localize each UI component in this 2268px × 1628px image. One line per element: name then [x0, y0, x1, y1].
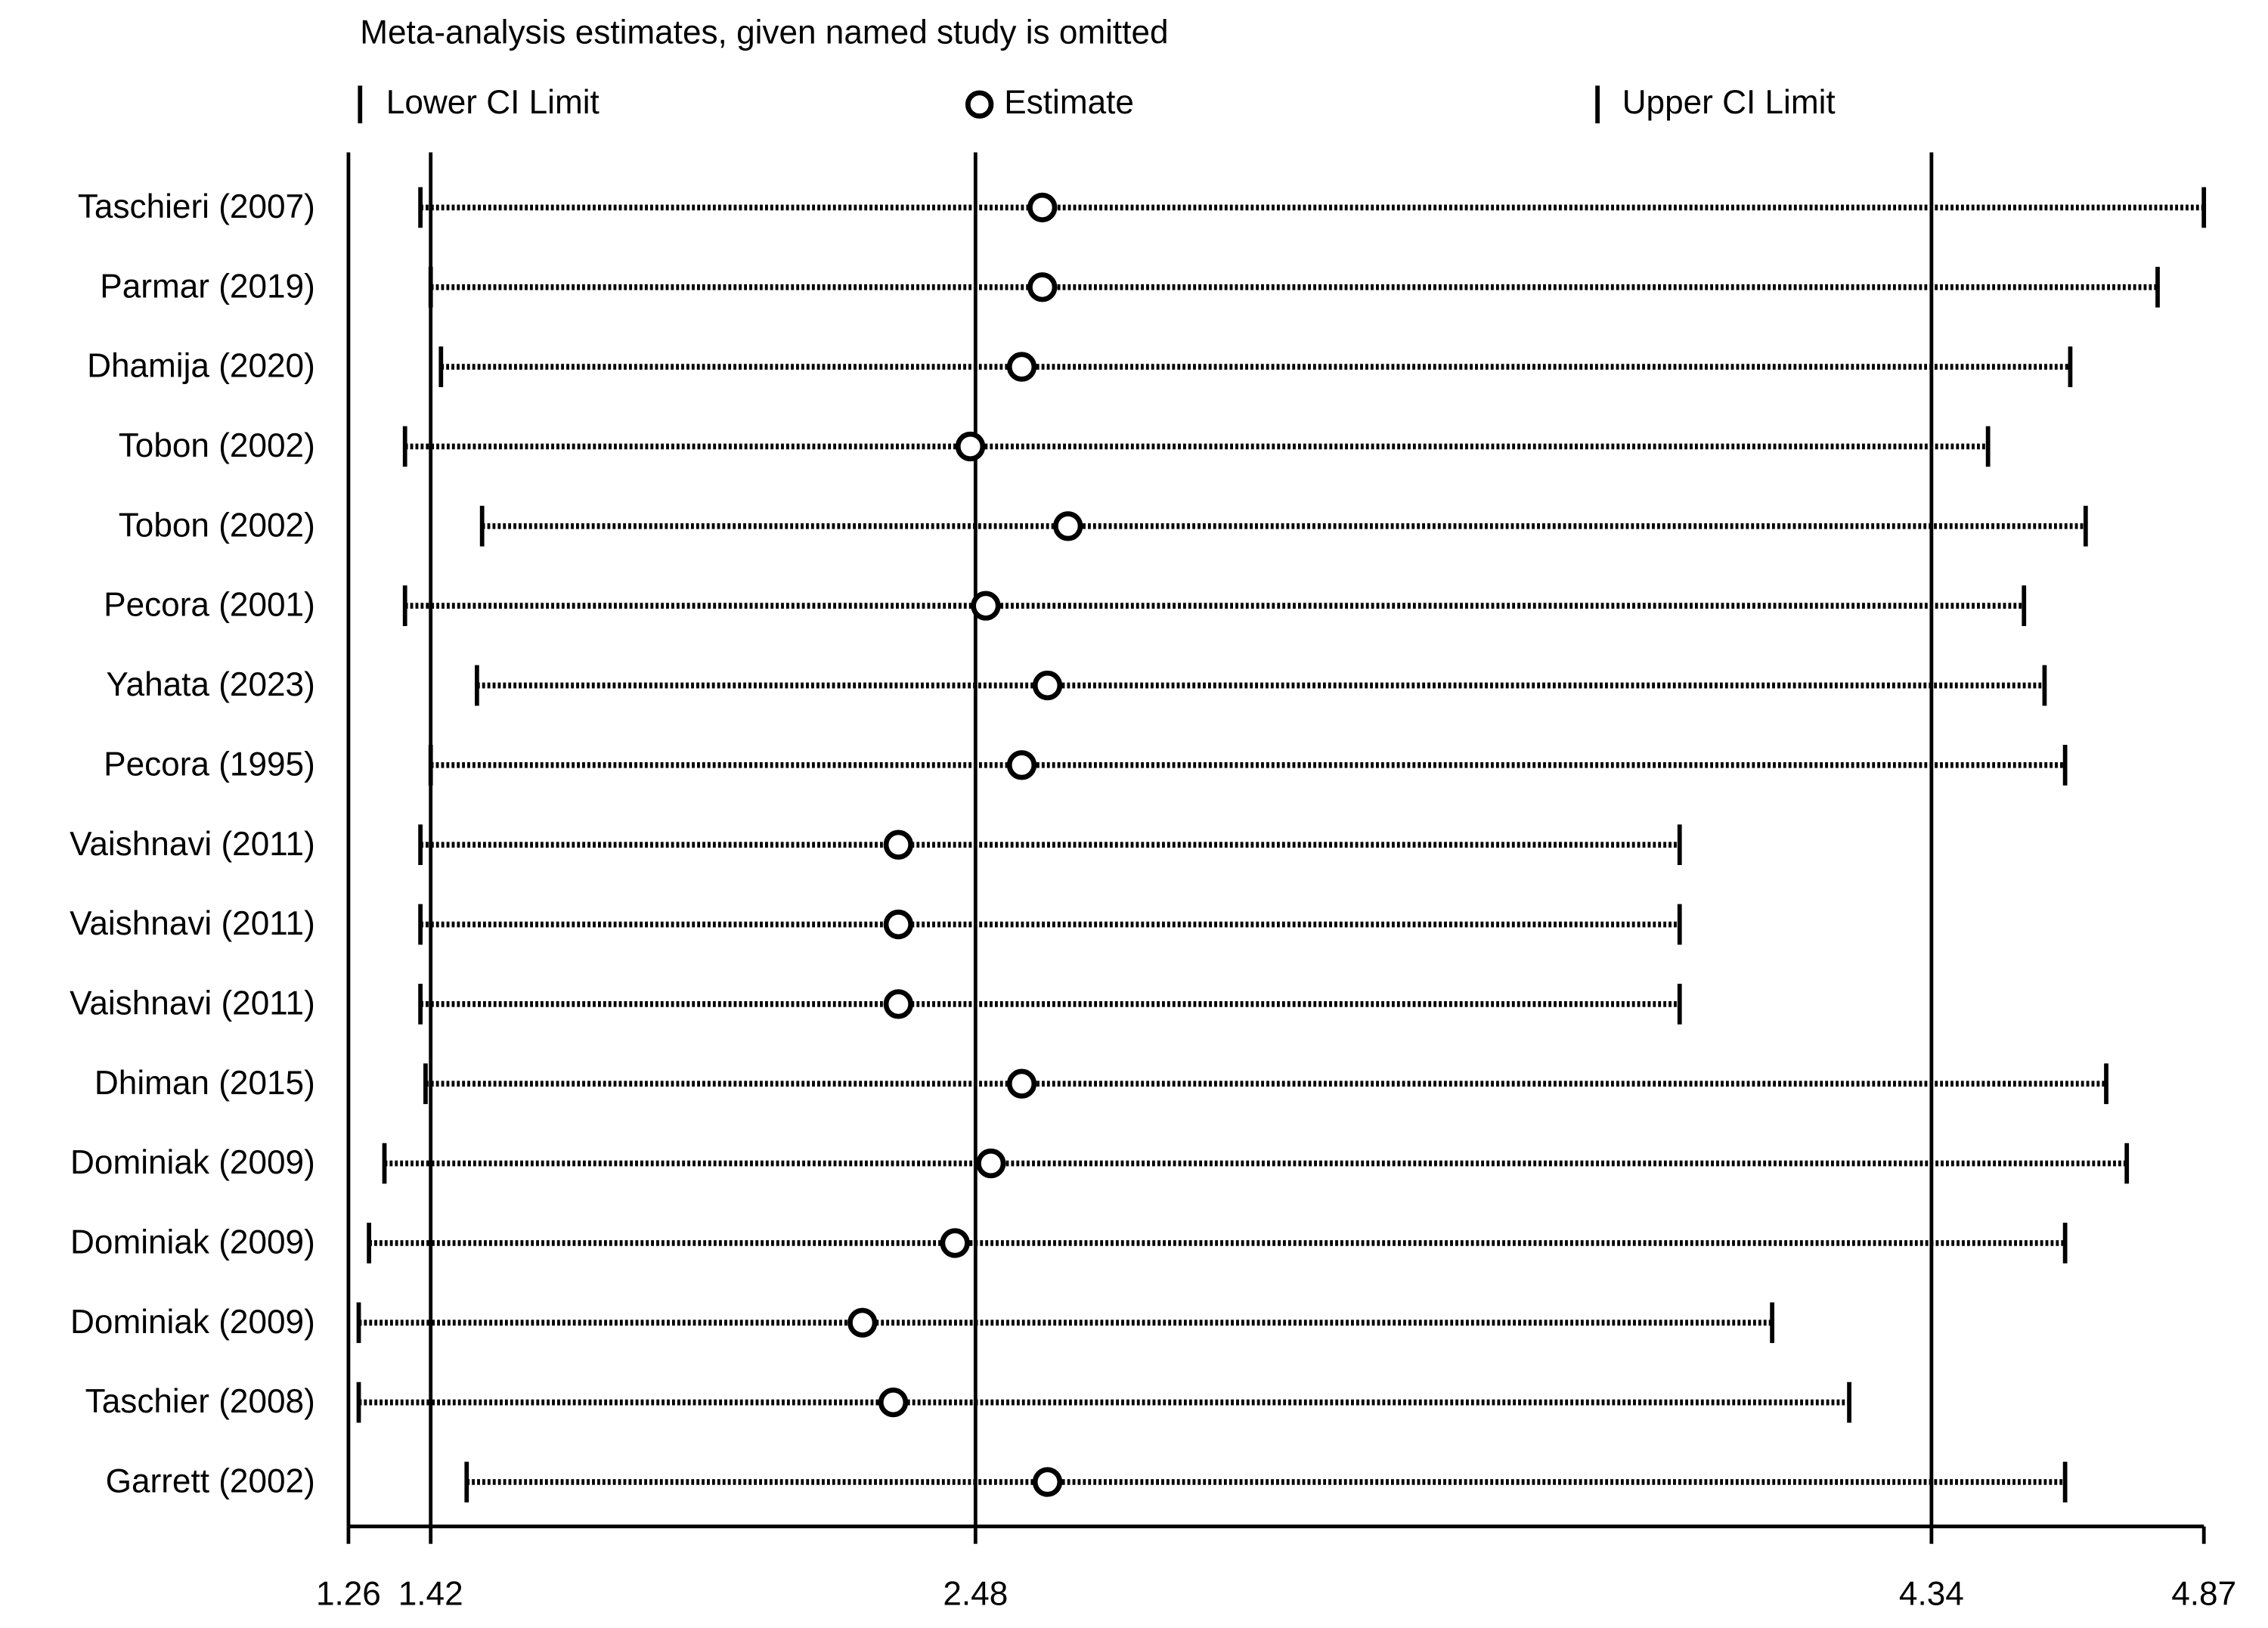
estimate-marker [1006, 750, 1037, 780]
study-label: Pecora (1995) [104, 746, 315, 783]
chart-title: Meta-analysis estimates, given named stu… [360, 14, 1168, 51]
study-label: Yahata (2023) [106, 666, 314, 703]
study-label: Vaishnavi (2011) [70, 905, 315, 942]
study-label: Dhiman (2015) [94, 1065, 315, 1102]
study-label: Dhamija (2020) [87, 348, 315, 385]
estimate-marker [1032, 670, 1063, 701]
estimate-marker [976, 1148, 1006, 1179]
legend-label: Lower CI Limit [386, 84, 600, 121]
estimate-marker [1053, 511, 1083, 541]
estimate-marker [1027, 192, 1058, 223]
study-label: Garrett (2002) [106, 1463, 315, 1500]
study-label: Tobon (2002) [119, 427, 315, 464]
estimate-marker [1006, 352, 1037, 382]
study-label: Pecora (2001) [104, 587, 315, 624]
x-tick-label: 1.26 [316, 1575, 381, 1612]
study-label: Dominiak (2009) [70, 1304, 315, 1341]
legend-label: Estimate [1004, 84, 1134, 121]
estimate-marker [971, 591, 1001, 621]
study-label: Taschier (2008) [85, 1383, 315, 1420]
x-tick-label: 2.48 [943, 1575, 1008, 1612]
study-label: Vaishnavi (2011) [70, 826, 315, 863]
estimate-marker [955, 431, 986, 462]
x-tick-label: 4.87 [2171, 1575, 2236, 1612]
estimate-marker [883, 830, 914, 860]
legend-label: Upper CI Limit [1622, 84, 1836, 121]
study-label: Parmar (2019) [100, 268, 314, 305]
estimate-marker [1032, 1467, 1063, 1497]
study-label: Tobon (2002) [119, 507, 315, 544]
study-label: Dominiak (2009) [70, 1223, 315, 1261]
estimate-marker [940, 1228, 970, 1258]
study-label: Taschieri (2007) [78, 188, 315, 225]
study-label: Dominiak (2009) [70, 1144, 315, 1181]
estimate-marker [1006, 1068, 1037, 1099]
estimate-marker [883, 989, 914, 1019]
estimate-marker [883, 909, 914, 940]
study-label: Vaishnavi (2011) [70, 985, 315, 1022]
legend-marker [965, 90, 994, 119]
x-tick-label: 4.34 [1899, 1575, 1964, 1612]
estimate-marker [878, 1387, 909, 1418]
estimate-marker [847, 1307, 878, 1338]
estimate-marker [1027, 272, 1058, 302]
x-tick-label: 1.42 [398, 1575, 463, 1612]
